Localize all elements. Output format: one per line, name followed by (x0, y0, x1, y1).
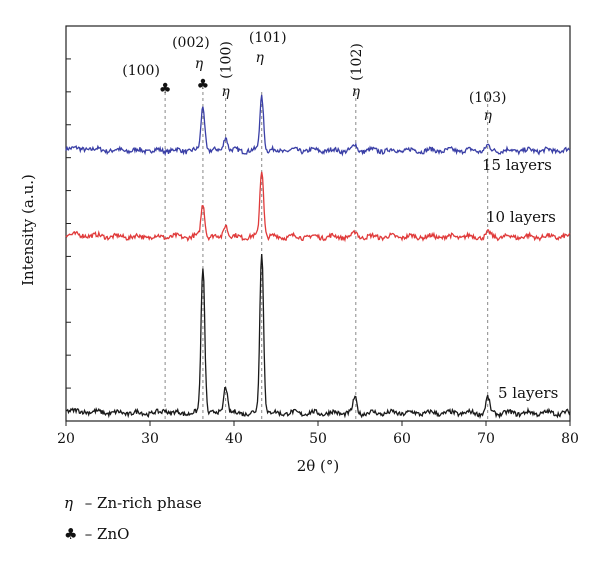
club-marker: ♣ (197, 77, 210, 93)
series-curves (65, 94, 571, 420)
miller-index-label: (103) (469, 90, 507, 106)
x-tick-label: 40 (225, 431, 243, 447)
miller-index-label: (100) (219, 41, 235, 79)
club-marker: ♣ (159, 81, 172, 97)
eta-marker: η (256, 50, 265, 66)
series-line (65, 171, 571, 243)
x-tick-label: 60 (393, 431, 411, 447)
series-line (65, 254, 571, 420)
xrd-chart: 20 30 40 50 60 70 80 (100) ♣ (002) η ♣ (100) η (101) η… (19, 25, 579, 475)
y-axis-label: Intensity (a.u.) (19, 174, 37, 286)
miller-index-label: (102) (349, 43, 365, 81)
eta-marker: η (221, 84, 230, 100)
miller-index-label: (101) (249, 30, 287, 46)
series-labels: 15 layers 10 layers 5 layers (482, 156, 558, 402)
x-tick-label: 50 (309, 431, 327, 447)
x-tick-label: 20 (57, 431, 75, 447)
miller-index-label: (100) (122, 63, 160, 79)
eta-marker: η (483, 108, 492, 124)
eta-marker: η (352, 84, 361, 100)
reference-lines (164, 92, 489, 421)
x-axis-label: 2θ (°) (297, 457, 340, 475)
eta-marker: η (195, 56, 204, 72)
x-tick-label: 30 (141, 431, 159, 447)
x-tick-label: 70 (477, 431, 495, 447)
club-symbol: ♣ (64, 525, 78, 543)
series-line (65, 94, 571, 157)
series-label: 15 layers (482, 156, 552, 174)
miller-index-label: (002) (172, 35, 210, 51)
eta-symbol: η (64, 494, 73, 512)
legend-eta-text: – Zn-rich phase (80, 494, 202, 512)
peak-annotations: (100) ♣ (002) η ♣ (100) η (101) η (102) η (103) η (122, 30, 506, 124)
series-label: 10 layers (486, 208, 556, 226)
x-ticks: 20 30 40 50 60 70 80 (57, 421, 579, 447)
legend-eta: η – Zn-rich phase (64, 494, 202, 512)
series-label: 5 layers (498, 384, 558, 402)
legend-club: ♣ – ZnO (64, 525, 129, 543)
x-tick-label: 80 (561, 431, 579, 447)
legend-club-text: – ZnO (80, 525, 130, 543)
